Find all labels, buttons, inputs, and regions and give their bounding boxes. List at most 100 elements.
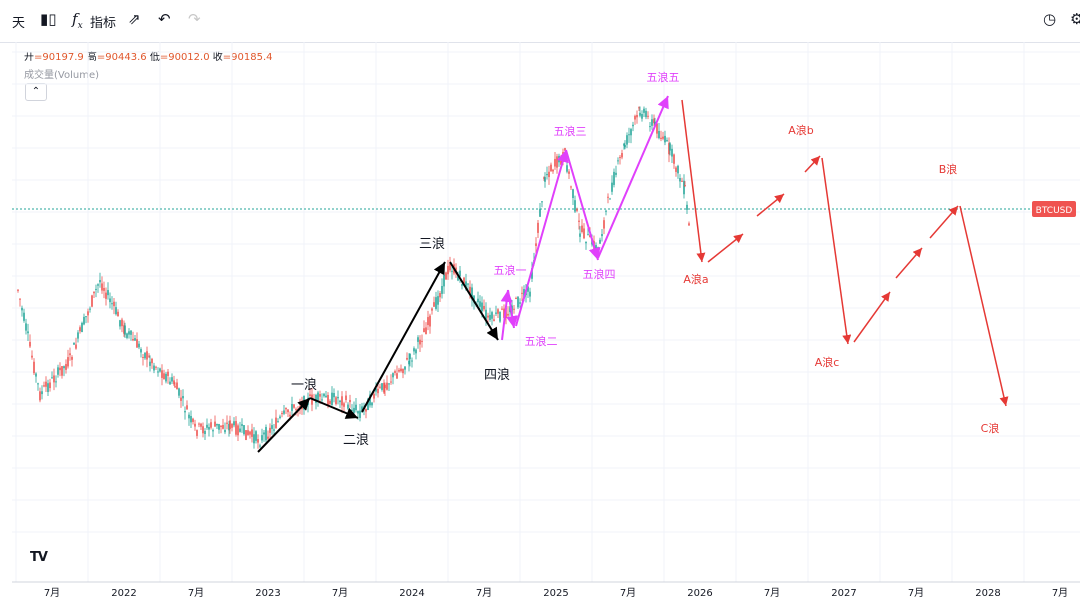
candle-body bbox=[479, 301, 481, 307]
x-tick-label: 7月 bbox=[1052, 587, 1068, 599]
candle-body bbox=[182, 396, 184, 399]
candle-body bbox=[142, 357, 144, 359]
candle-body bbox=[556, 156, 558, 168]
candle-body bbox=[658, 130, 660, 139]
candle-body bbox=[408, 360, 410, 365]
candle-body bbox=[261, 435, 263, 441]
candle-body bbox=[53, 375, 55, 383]
candle-body bbox=[309, 394, 311, 396]
x-tick-label: 2027 bbox=[831, 588, 856, 599]
candle-body bbox=[605, 210, 607, 212]
candle-body bbox=[25, 323, 27, 331]
candle-body bbox=[558, 155, 560, 163]
symbol-label: BTCUSD bbox=[1036, 206, 1073, 216]
candle-body bbox=[267, 436, 269, 439]
candle-body bbox=[293, 404, 295, 408]
candle-body bbox=[451, 270, 453, 272]
candle-body bbox=[335, 397, 337, 405]
close-value: =90185.4 bbox=[222, 52, 273, 63]
candle-body bbox=[441, 285, 443, 294]
candle-body bbox=[202, 426, 204, 434]
candle-body bbox=[194, 423, 196, 427]
fx-icon[interactable]: fx bbox=[72, 10, 83, 31]
candle-body bbox=[686, 204, 688, 210]
wave-label: A浪b bbox=[788, 123, 814, 137]
collapse-button[interactable]: ⌃ bbox=[25, 83, 47, 101]
candle-body bbox=[675, 167, 677, 172]
settings-icon[interactable]: ⚙ bbox=[1070, 10, 1080, 28]
candle-type-icon[interactable]: ▮▯ bbox=[40, 10, 57, 28]
candle-body bbox=[263, 432, 265, 435]
candle-body bbox=[497, 309, 499, 314]
interval-button[interactable]: 天 bbox=[12, 16, 26, 31]
candle-body bbox=[404, 366, 406, 370]
x-tick-label: 2022 bbox=[111, 588, 136, 599]
candle-body bbox=[289, 414, 291, 417]
candle-body bbox=[433, 302, 435, 307]
candle-body bbox=[353, 407, 355, 413]
candle-body bbox=[224, 429, 226, 433]
candle-body bbox=[241, 424, 243, 426]
candle-body bbox=[257, 439, 259, 443]
candle-body bbox=[603, 220, 605, 229]
candle-body bbox=[339, 400, 341, 403]
candle-body bbox=[155, 366, 157, 368]
x-tick-label: 7月 bbox=[764, 587, 780, 599]
candle-body bbox=[79, 327, 81, 332]
candle-body bbox=[570, 186, 572, 188]
candle-body bbox=[103, 287, 105, 291]
candle-body bbox=[173, 380, 175, 385]
candle-body bbox=[543, 177, 545, 179]
candle-body bbox=[609, 198, 611, 200]
wave-arrow bbox=[895, 247, 923, 279]
candle-body bbox=[507, 313, 509, 316]
candle-body bbox=[222, 425, 224, 429]
candle-body bbox=[463, 277, 465, 284]
candle-body bbox=[81, 322, 83, 333]
undo-icon[interactable]: ↶ bbox=[158, 10, 171, 28]
candle-body bbox=[493, 319, 495, 321]
candle-body bbox=[425, 327, 427, 334]
wave-arrow bbox=[449, 261, 499, 341]
candle-body bbox=[323, 393, 325, 397]
volume-indicator-label[interactable]: 成交量(Volume) bbox=[24, 70, 99, 81]
wave-label: B浪 bbox=[939, 162, 958, 176]
candle-body bbox=[632, 124, 634, 127]
indicators-button[interactable]: 指标 bbox=[90, 16, 117, 31]
candle-body bbox=[347, 404, 349, 409]
candle-body bbox=[265, 427, 267, 441]
redo-icon[interactable]: ↷ bbox=[188, 10, 201, 28]
candle-body bbox=[146, 351, 148, 360]
candle-body bbox=[169, 381, 171, 385]
candle-body bbox=[581, 225, 583, 232]
low-label: 低 bbox=[149, 52, 160, 63]
candle-body bbox=[325, 395, 327, 398]
candle-body bbox=[423, 328, 425, 333]
candle-body bbox=[677, 165, 679, 174]
candle-body bbox=[71, 356, 73, 360]
candle-body bbox=[210, 422, 212, 428]
candle-body bbox=[469, 286, 471, 295]
candle-body bbox=[400, 368, 402, 372]
candle-body bbox=[688, 223, 690, 226]
candle-body bbox=[615, 172, 617, 175]
candle-body bbox=[384, 384, 386, 389]
candle-body bbox=[373, 393, 375, 399]
candle-body bbox=[255, 431, 257, 441]
clock-icon[interactable]: ◷ bbox=[1043, 10, 1057, 28]
candle-body bbox=[437, 296, 439, 305]
ohlc-legend: 开=90197.9 高=90443.6 低=90012.0 收=90185.4 bbox=[24, 48, 273, 63]
wave-arrow bbox=[361, 261, 446, 413]
candle-body bbox=[99, 279, 101, 283]
candle-body bbox=[220, 425, 222, 427]
candle-body bbox=[499, 311, 501, 322]
candle-body bbox=[383, 382, 385, 393]
candle-body bbox=[45, 381, 47, 387]
candle-body bbox=[415, 349, 417, 354]
candle-body bbox=[509, 306, 511, 313]
candle-body bbox=[39, 391, 41, 401]
external-link-icon[interactable]: ⇗ bbox=[128, 10, 141, 28]
candle-body bbox=[429, 315, 431, 327]
wave-label: 五浪四 bbox=[583, 267, 616, 281]
